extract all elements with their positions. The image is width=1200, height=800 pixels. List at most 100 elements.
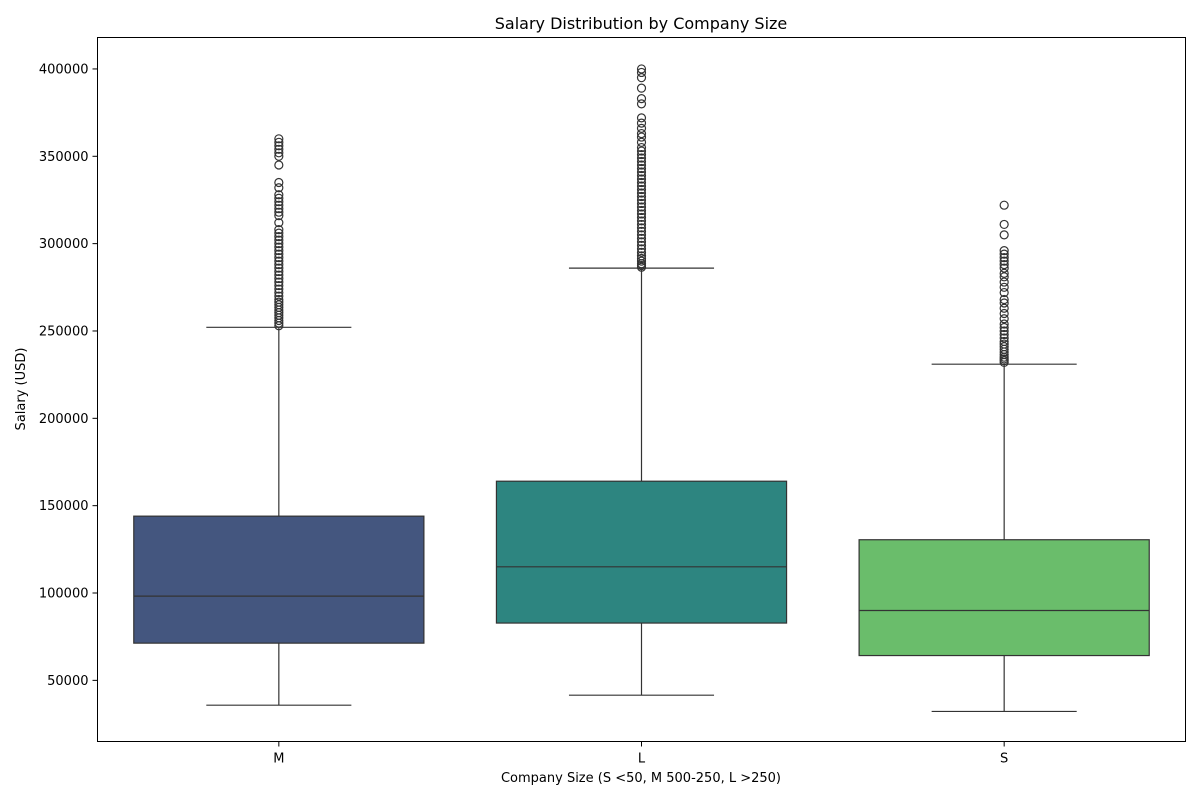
outlier-point [274,228,284,238]
outlier-point [636,174,647,184]
outlier-point [274,263,284,273]
x-axis-label: Company Size (S <50, M 500-250, L >250) [501,771,781,786]
outlier-point [274,246,284,256]
outlier-point [999,294,1009,305]
outlier-point [636,184,647,195]
outlier-point [636,216,647,226]
outlier-point [636,244,647,254]
outlier-point [636,137,647,147]
outlier-point [636,167,647,177]
outlier-point [636,113,647,123]
iqr-box [858,539,1150,657]
outlier-point [274,211,284,221]
outlier-point [274,134,284,144]
x-tick-label: S [1000,752,1008,767]
outlier-point [636,142,647,153]
outlier-point [999,322,1009,333]
outlier-point [274,204,284,214]
outlier-point [999,298,1009,308]
outlier-point [636,209,647,219]
outlier-point [999,253,1009,263]
outlier-point [999,339,1009,349]
outlier-point [999,303,1009,313]
outlier-point [274,249,284,259]
outlier-point [999,249,1009,259]
outlier-point [999,319,1009,329]
y-tick-label: 250000 [39,324,89,339]
outlier-point [274,148,284,158]
outlier-point [999,336,1009,347]
outlier-point [999,333,1009,343]
outlier-point [274,183,284,193]
outlier-point [636,202,647,212]
outlier-point [636,233,647,243]
y-tick-label: 350000 [39,150,89,165]
y-axis: 50000 100000 150000 200000 250000 300000 35000… [39,62,98,689]
box-m [133,134,425,706]
outlier-point [636,163,647,174]
outlier-point [999,259,1009,270]
outlier-point [999,263,1009,273]
iqr-box [133,515,425,644]
outlier-point [636,99,647,109]
y-tick-label: 50000 [47,674,88,689]
outlier-point [636,251,647,261]
outlier-point [274,294,284,305]
outlier-point [999,246,1009,256]
outlier-point [274,291,284,301]
outlier-point [636,205,647,216]
outlier-point [274,277,284,287]
outlier-point [274,207,284,217]
outlier-point [274,137,284,147]
plot-area [133,64,1150,713]
outlier-point [274,300,284,310]
outlier-point [274,256,284,266]
box-s [858,200,1150,713]
outlier-point [636,247,647,257]
outlier-point [274,287,284,298]
outlier-point [636,191,647,202]
outlier-point [274,273,284,284]
outlier-point [636,226,647,237]
outlier-point [999,326,1009,336]
outlier-point [999,268,1009,278]
outlier-point [999,287,1009,298]
outlier-point [636,132,647,142]
outlier-point [274,242,284,252]
outlier-point [636,188,647,198]
outlier-point [636,212,647,223]
outlier-point [636,64,647,74]
outlier-point [274,193,284,203]
outlier-point [274,225,284,235]
outlier-point [999,200,1009,210]
x-tick-label: L [638,752,646,767]
outlier-point [999,314,1009,324]
outlier-point [636,94,647,104]
outlier-point [636,181,647,191]
outlier-point [636,223,647,233]
outlier-point [274,218,284,228]
outlier-point [274,200,284,210]
outlier-point [636,240,647,250]
y-axis-label: Salary (USD) [14,348,29,431]
outlier-point [636,128,647,139]
outlier-point [999,219,1009,230]
outlier-point [274,297,284,307]
outlier-point [636,195,647,205]
outlier-point [636,118,647,128]
outlier-point [274,160,284,170]
outlier-point [636,170,647,181]
outlier-point [636,149,647,160]
outlier-point [999,272,1009,282]
outlier-point [636,177,647,188]
outlier-point [999,230,1009,240]
outlier-point [274,284,284,294]
outlier-point [999,308,1009,319]
chart-title: Salary Distribution by Company Size [495,14,788,33]
outlier-point [274,239,284,249]
outlier-point [636,146,647,156]
y-tick-label: 400000 [39,62,89,77]
outlier-point [999,282,1009,292]
outlier-point [636,156,647,167]
